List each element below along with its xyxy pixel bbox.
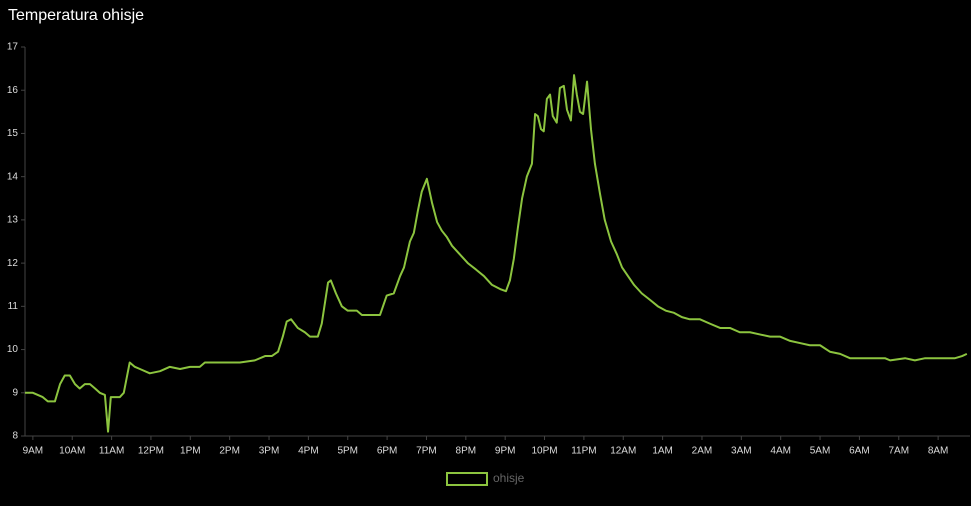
x-tick-label: 3AM [731,446,752,457]
x-tick-label: 11PM [571,446,596,457]
x-tick-label: 8PM [456,446,477,457]
y-tick-label: 13 [7,215,19,226]
legend-swatch [446,472,488,486]
chart-title: Temperatura ohisje [8,7,144,24]
x-tick-label: 2PM [219,446,240,457]
x-tick-label: 11AM [99,446,124,457]
x-tick-label: 1AM [652,446,673,457]
y-tick-label: 9 [12,387,18,398]
x-tick-label: 9AM [23,446,44,457]
y-tick-label: 12 [7,258,19,269]
x-tick-label: 4AM [770,446,791,457]
x-tick-label: 5PM [337,446,358,457]
x-tick-label: 10PM [531,446,557,457]
x-tick-label: 6AM [849,446,870,457]
x-tick-label: 7PM [416,446,437,457]
y-tick-label: 16 [7,85,19,96]
x-tick-label: 10AM [59,446,85,457]
y-tick-label: 17 [7,42,19,53]
x-tick-label: 7AM [888,446,909,457]
y-tick-label: 11 [8,301,19,312]
x-tick-label: 8AM [928,446,949,457]
x-tick-label: 6PM [377,446,398,457]
legend-label: ohisje [493,471,525,485]
x-tick-label: 12AM [610,446,636,457]
line-series [25,74,968,433]
x-tick-label: 5AM [810,446,831,457]
x-tick-label: 2AM [692,446,713,457]
y-tick-label: 15 [7,128,19,139]
x-tick-label: 1PM [180,446,201,457]
y-tick-label: 14 [7,171,19,182]
x-tick-label: 3PM [259,446,280,457]
x-tick-label: 9PM [495,446,516,457]
y-tick-label: 8 [12,431,18,442]
x-tick-label: 4PM [298,446,319,457]
x-tick-label: 12PM [138,446,164,457]
y-tick-label: 10 [7,344,19,355]
